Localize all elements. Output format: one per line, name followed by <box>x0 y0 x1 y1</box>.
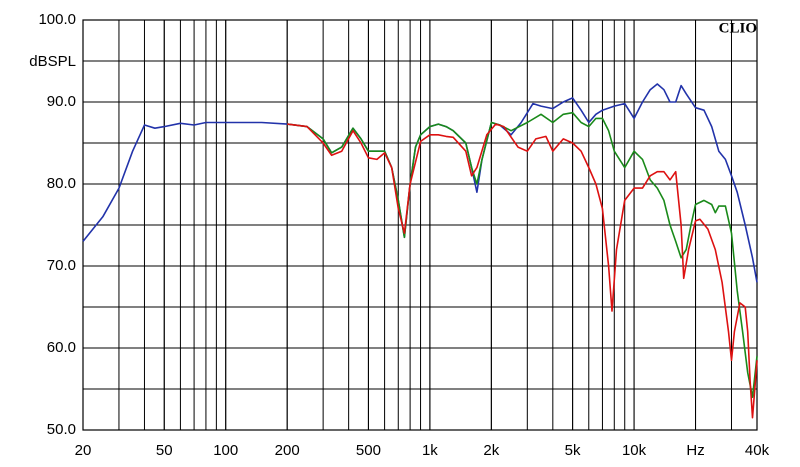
annotation: CLIO <box>719 20 757 36</box>
x-tick-label: 5k <box>565 442 581 459</box>
x-tick-label: 20 <box>75 442 92 459</box>
x-tick-label: 10k <box>622 442 647 459</box>
x-tick-label: 50 <box>156 442 173 459</box>
y-tick-label: 60.0 <box>47 339 76 356</box>
y-tick-label: 100.0 <box>38 11 76 28</box>
plot-frame <box>82 19 758 431</box>
x-tick-label: 500 <box>356 442 381 459</box>
series-line <box>82 83 758 283</box>
series-line <box>287 123 758 419</box>
series-line <box>287 111 758 398</box>
x-tick-label: 200 <box>275 442 300 459</box>
y-axis-label: dBSPL <box>29 53 76 70</box>
y-tick-label: 50.0 <box>47 421 76 438</box>
x-tick-label: Hz <box>686 442 704 459</box>
x-tick-label: 40k <box>745 442 770 459</box>
y-tick-label: 80.0 <box>47 175 76 192</box>
y-tick-label: 90.0 <box>47 93 76 110</box>
x-tick-label: 2k <box>483 442 499 459</box>
x-tick-label: 1k <box>422 442 438 459</box>
y-tick-label: 70.0 <box>47 257 76 274</box>
x-tick-label: 100 <box>213 442 238 459</box>
